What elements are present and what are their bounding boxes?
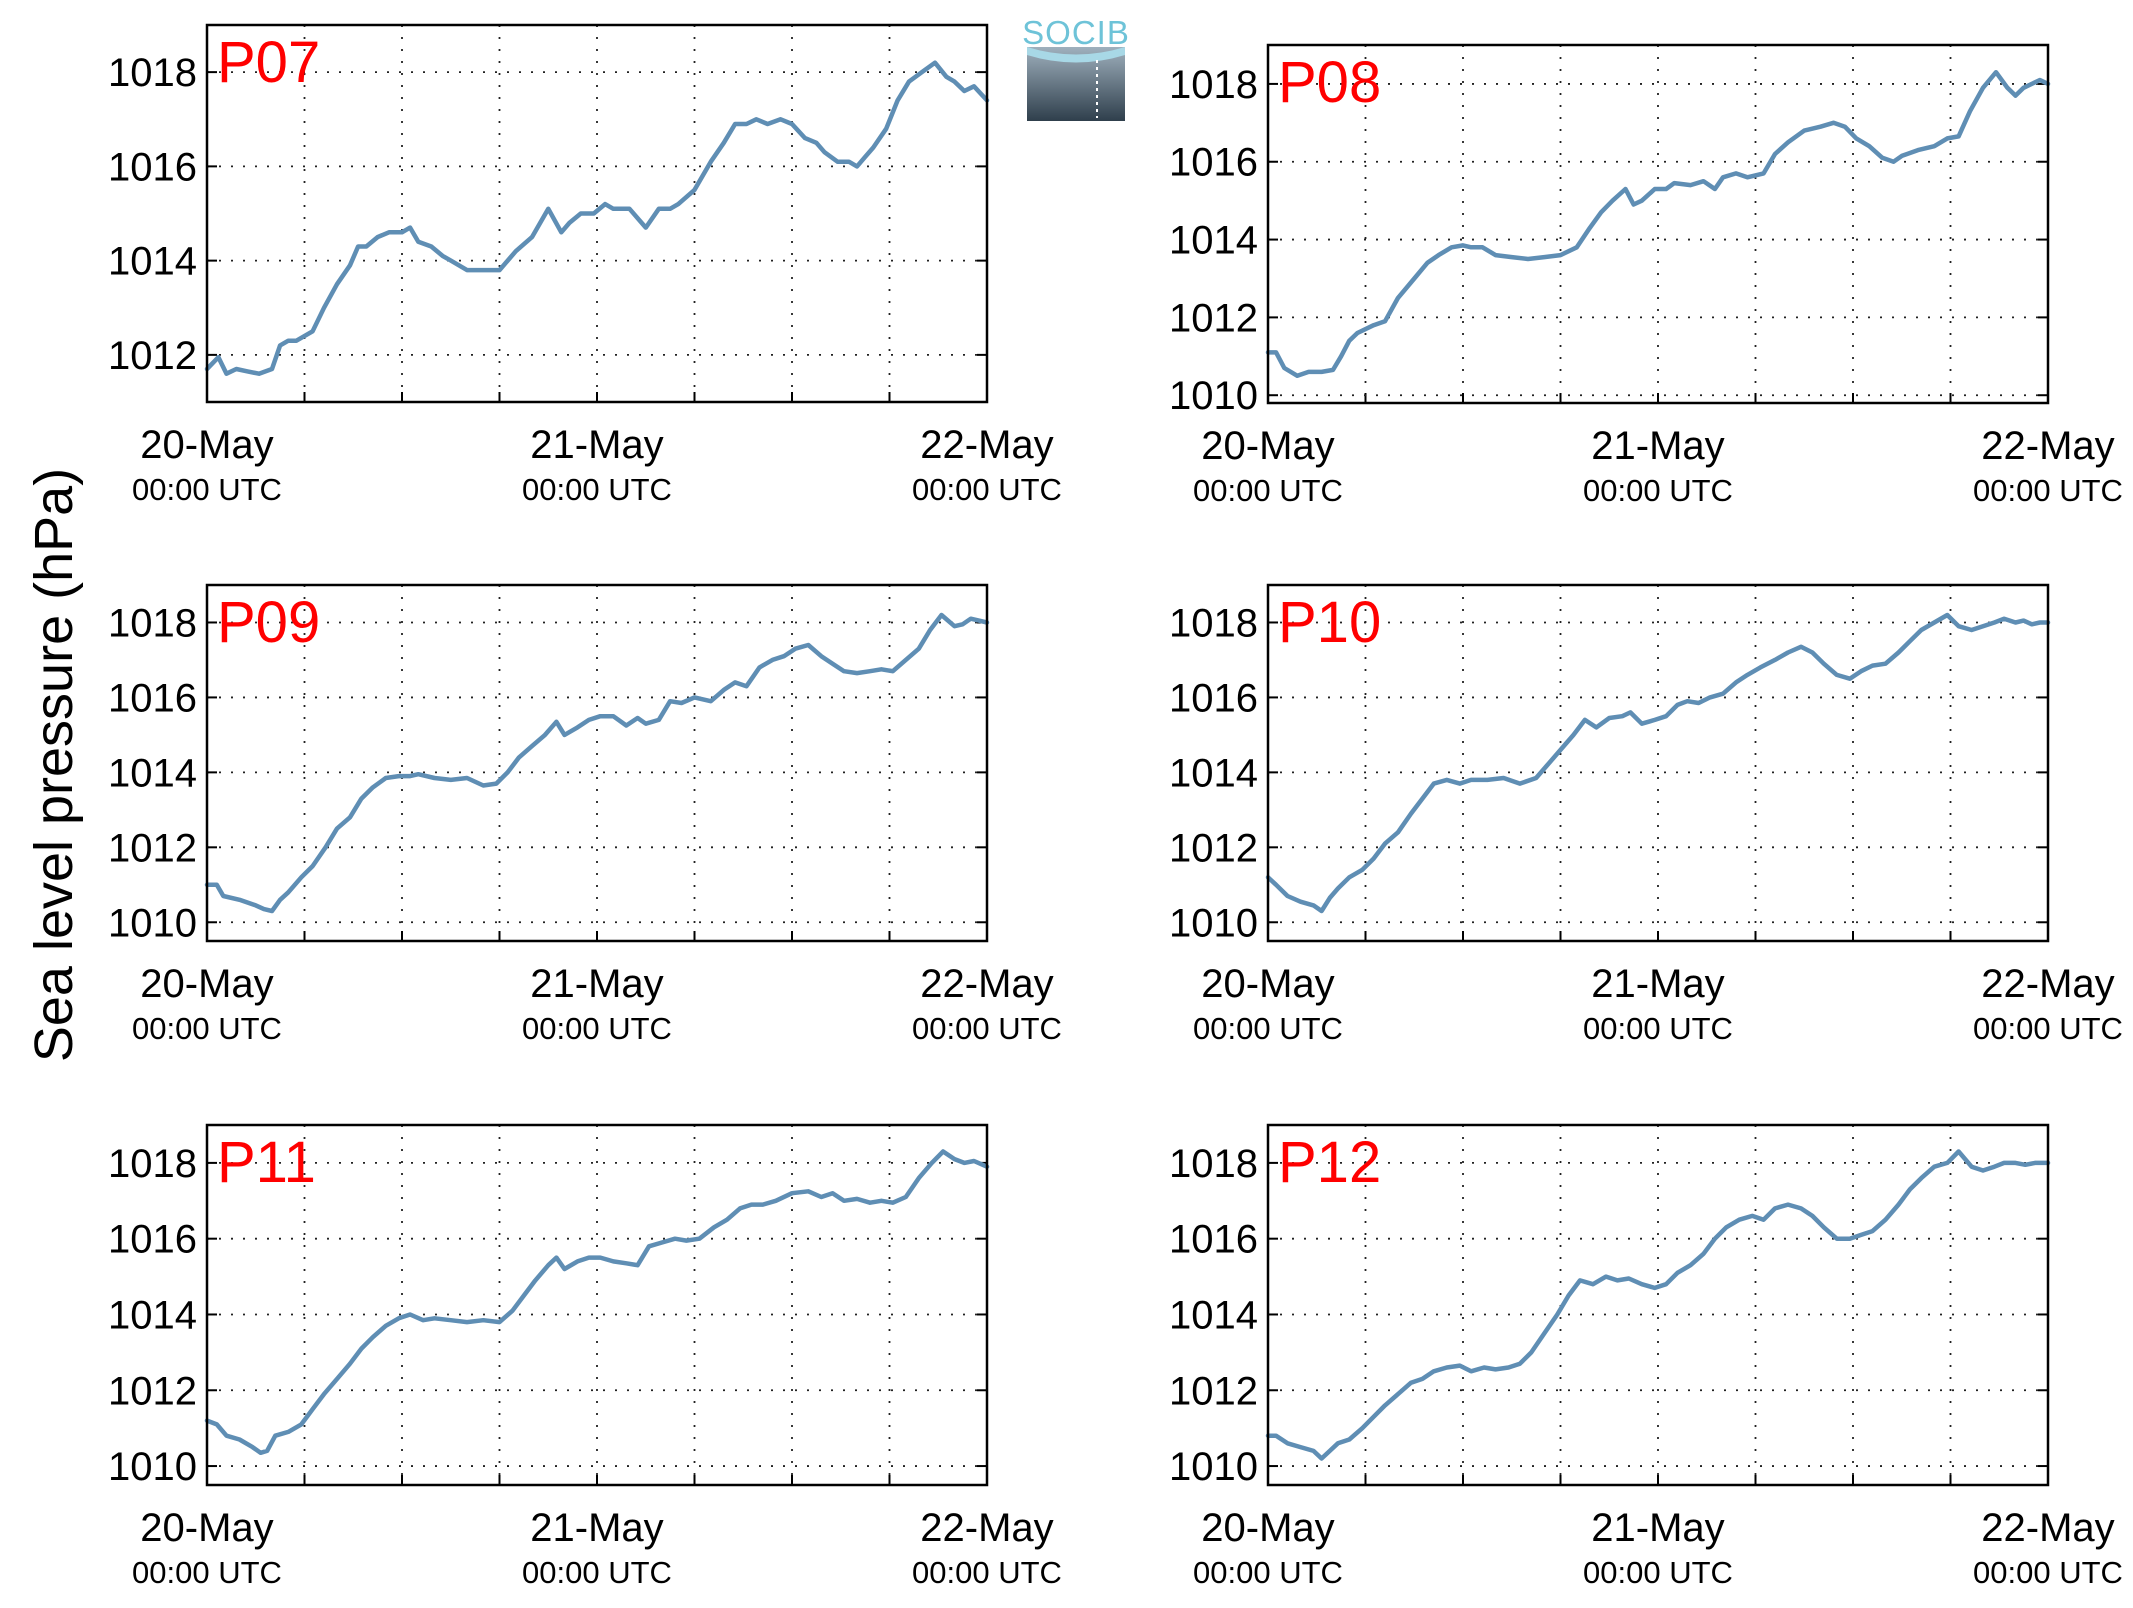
panel-p11: 1010 1012 1014 1016 1018 20-May 00:00 UTC 21-Ma… (108, 1123, 1062, 1590)
x-tick-time-label: 00:00 UTC (1193, 473, 1343, 508)
y-tick-label: 1014 (108, 751, 197, 795)
y-tick-label: 1014 (108, 1293, 197, 1337)
x-tick-time-label: 00:00 UTC (1583, 1555, 1733, 1590)
plot-frame (1266, 43, 2050, 405)
x-tick-date-label: 22-May (1981, 1506, 2114, 1550)
x-tick-date-label: 20-May (1201, 1506, 1334, 1550)
y-tick-label: 1012 (1169, 826, 1258, 870)
x-tick-date-label: 22-May (920, 1506, 1053, 1550)
x-tick-date-label: 22-May (1981, 424, 2114, 468)
plot-frame (205, 583, 989, 943)
y-tick-label: 1012 (1169, 296, 1258, 340)
x-tick-time-label: 00:00 UTC (132, 472, 282, 507)
plot-frame (205, 23, 989, 404)
x-tick-time-label: 00:00 UTC (1973, 473, 2123, 508)
y-tick-label: 1018 (1169, 63, 1258, 107)
panel-label: P08 (1278, 50, 1381, 115)
x-tick-date-label: 21-May (530, 1506, 663, 1550)
x-tick-date-label: 21-May (530, 962, 663, 1006)
x-tick-time-label: 00:00 UTC (1583, 473, 1733, 508)
x-tick-time-label: 00:00 UTC (522, 1011, 672, 1046)
y-tick-label: 1014 (108, 240, 197, 284)
logo-wave-shape (1027, 47, 1125, 63)
x-tick-date-label: 20-May (140, 962, 273, 1006)
pressure-series-line (1265, 1149, 2051, 1461)
plot-frame (1266, 1123, 2050, 1487)
x-tick-time-label: 00:00 UTC (522, 1555, 672, 1590)
panel-p08: 1010 1012 1014 1016 1018 20-May 00:00 UTC 21-Ma… (1169, 43, 2123, 508)
x-tick-time-label: 00:00 UTC (522, 472, 672, 507)
panel-p10: 1010 1012 1014 1016 1018 20-May 00:00 UTC 21-Ma… (1169, 583, 2123, 1046)
y-tick-label: 1018 (108, 1142, 197, 1186)
y-tick-label: 1016 (1169, 141, 1258, 185)
y-tick-label: 1012 (1169, 1369, 1258, 1413)
pressure-series-line (1265, 612, 2051, 914)
x-tick-time-label: 00:00 UTC (132, 1555, 282, 1590)
y-tick-label: 1016 (108, 676, 197, 720)
x-tick-date-label: 21-May (530, 423, 663, 467)
panels: 1012 1014 1016 1018 20-May 00:00 UTC 21-May 00:… (108, 23, 2123, 1590)
x-tick-time-label: 00:00 UTC (912, 472, 1062, 507)
y-tick-label: 1018 (1169, 1142, 1258, 1186)
plot-frame (205, 1123, 989, 1487)
y-tick-label: 1014 (1169, 219, 1258, 263)
pressure-series-line (1265, 69, 2051, 379)
x-tick-date-label: 22-May (920, 423, 1053, 467)
x-tick-time-label: 00:00 UTC (1193, 1011, 1343, 1046)
y-tick-label: 1014 (1169, 1293, 1258, 1337)
y-tick-label: 1012 (108, 334, 197, 378)
x-tick-time-label: 00:00 UTC (132, 1011, 282, 1046)
x-tick-time-label: 00:00 UTC (1973, 1011, 2123, 1046)
x-tick-time-label: 00:00 UTC (912, 1555, 1062, 1590)
pressure-series-line (204, 1149, 990, 1456)
x-tick-date-label: 20-May (140, 1506, 273, 1550)
x-tick-date-label: 22-May (1981, 962, 2114, 1006)
y-tick-label: 1018 (1169, 601, 1258, 645)
x-tick-date-label: 20-May (1201, 424, 1334, 468)
pressure-series-line (204, 60, 990, 376)
panel-label: P09 (217, 590, 320, 655)
y-tick-label: 1016 (108, 1218, 197, 1262)
plot-frame (1266, 583, 2050, 943)
panel-p09: 1010 1012 1014 1016 1018 20-May 00:00 UTC 21-Ma… (108, 583, 1062, 1046)
panel-p07: 1012 1014 1016 1018 20-May 00:00 UTC 21-May 00:… (108, 23, 1062, 507)
x-tick-date-label: 21-May (1591, 1506, 1724, 1550)
y-axis-label: Sea level pressure (hPa) (24, 468, 84, 1062)
y-tick-label: 1010 (1169, 374, 1258, 418)
panel-label: P10 (1278, 590, 1381, 655)
y-tick-label: 1012 (108, 826, 197, 870)
y-tick-label: 1014 (1169, 751, 1258, 795)
y-tick-label: 1018 (108, 51, 197, 95)
panel-label: P07 (217, 30, 320, 95)
y-tick-label: 1010 (1169, 901, 1258, 945)
x-tick-date-label: 20-May (140, 423, 273, 467)
y-tick-label: 1016 (108, 145, 197, 189)
panel-label: P11 (217, 1130, 316, 1195)
y-tick-label: 1012 (108, 1369, 197, 1413)
y-tick-label: 1018 (108, 601, 197, 645)
x-tick-date-label: 22-May (920, 962, 1053, 1006)
x-tick-date-label: 20-May (1201, 962, 1334, 1006)
y-tick-label: 1010 (108, 901, 197, 945)
x-tick-date-label: 21-May (1591, 962, 1724, 1006)
y-tick-label: 1010 (1169, 1445, 1258, 1489)
panel-p12: 1010 1012 1014 1016 1018 20-May 00:00 UTC 21-Ma… (1169, 1123, 2123, 1590)
logo-text: SOCIB (1022, 14, 1130, 51)
x-tick-date-label: 21-May (1591, 424, 1724, 468)
y-tick-label: 1016 (1169, 1218, 1258, 1262)
x-tick-time-label: 00:00 UTC (1193, 1555, 1343, 1590)
panel-label: P12 (1278, 1130, 1381, 1195)
x-tick-time-label: 00:00 UTC (1973, 1555, 2123, 1590)
socib-logo: SOCIB (1022, 14, 1130, 121)
x-tick-time-label: 00:00 UTC (912, 1011, 1062, 1046)
y-tick-label: 1010 (108, 1445, 197, 1489)
pressure-series-line (204, 612, 990, 914)
x-tick-time-label: 00:00 UTC (1583, 1011, 1733, 1046)
y-tick-label: 1016 (1169, 676, 1258, 720)
